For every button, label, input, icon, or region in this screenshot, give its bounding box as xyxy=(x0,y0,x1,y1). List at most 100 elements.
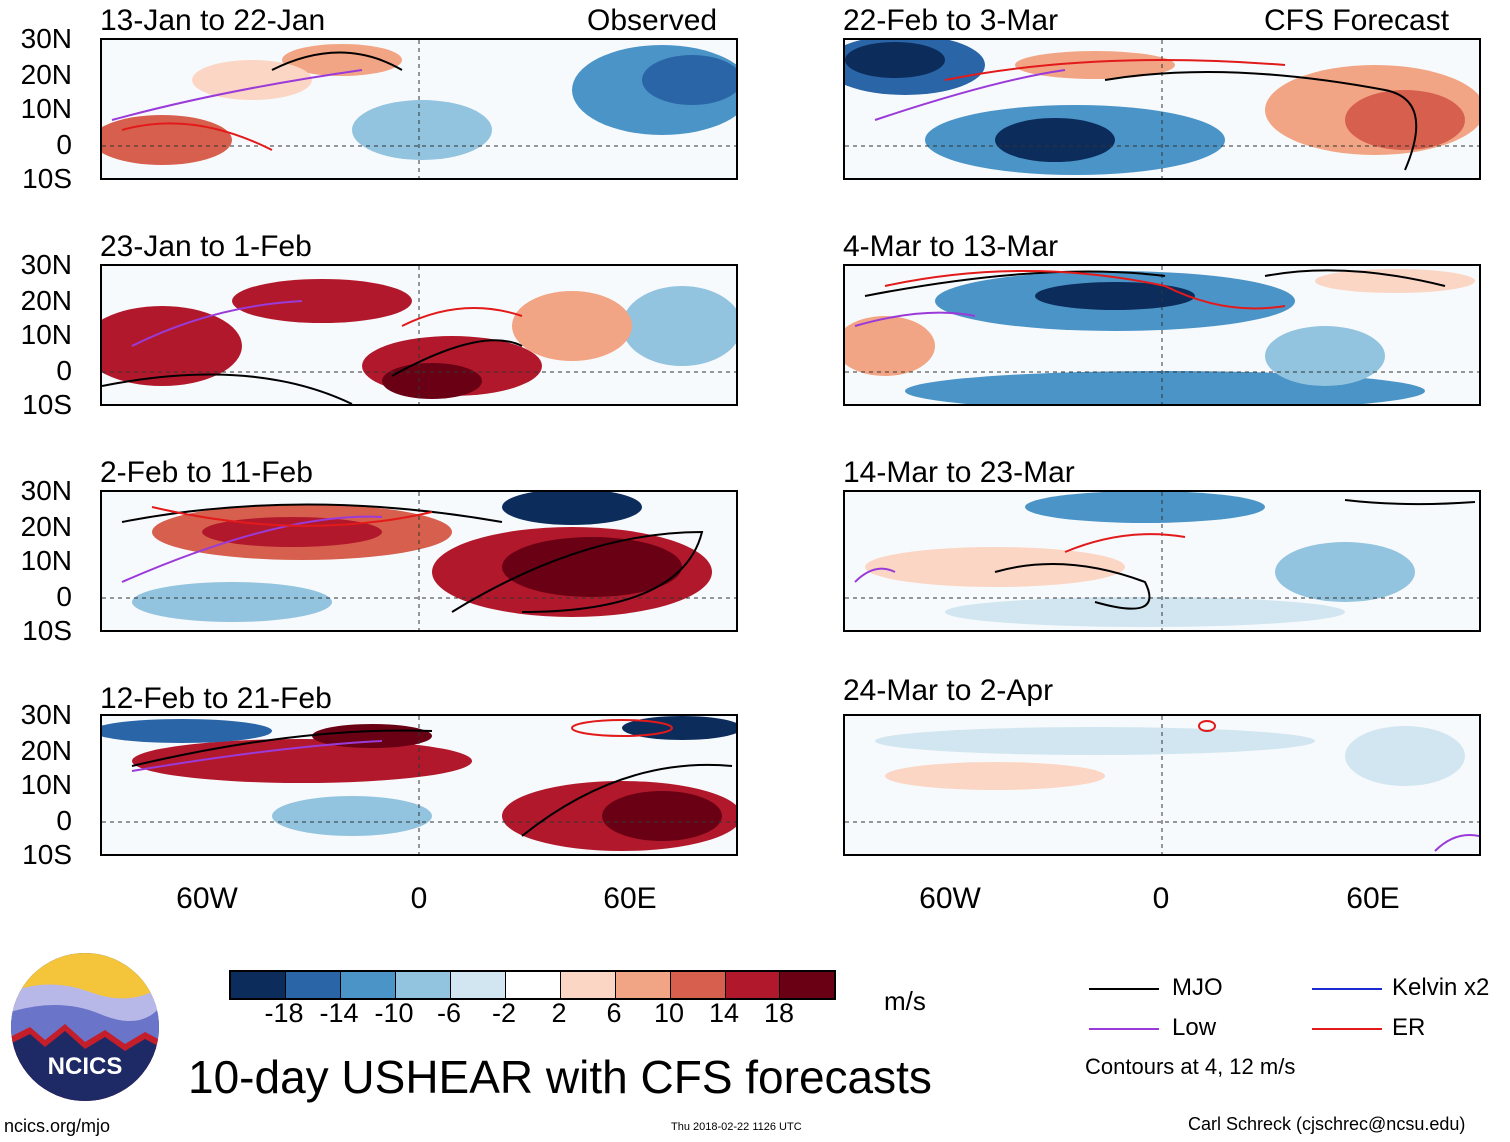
shear-blob xyxy=(232,279,412,323)
map-panel-3 xyxy=(100,490,738,632)
legend-low-line xyxy=(1089,1028,1159,1030)
legend-mjo-label: MJO xyxy=(1172,974,1223,1001)
lon-label: 60W xyxy=(176,882,238,915)
low-contour xyxy=(874,69,1066,121)
map-panel-4 xyxy=(100,714,738,856)
legend-mjo-line xyxy=(1089,988,1159,990)
shear-blob xyxy=(282,44,402,76)
lat-label: 0 xyxy=(56,129,72,160)
shear-blob xyxy=(272,796,432,836)
shear-blob xyxy=(1275,542,1415,602)
colorbar-tick: -18 xyxy=(264,998,304,1028)
low-contour xyxy=(131,300,303,347)
map-panel-8 xyxy=(843,714,1481,856)
map-panel-6 xyxy=(843,264,1481,406)
legend-kelvin-label: Kelvin x2 xyxy=(1392,974,1490,1001)
shear-blob xyxy=(602,791,722,841)
shear-blob xyxy=(845,42,945,78)
mjo-contour xyxy=(1264,269,1446,287)
colorbar-tick: 14 xyxy=(708,998,740,1028)
footer-timestamp: Thu 2018-02-22 1126 UTC xyxy=(671,1121,802,1133)
colorbar-swatch xyxy=(341,972,396,998)
colorbar-swatch xyxy=(726,972,780,998)
shear-blob xyxy=(875,727,1315,755)
lat-label: 10N xyxy=(20,319,72,350)
footer-author: Carl Schreck (cjschrec@ncsu.edu) xyxy=(1188,1114,1466,1134)
shear-blob xyxy=(845,316,935,376)
shear-blob xyxy=(382,363,482,399)
lon-label: 0 xyxy=(410,882,428,915)
lon-label: 0 xyxy=(1152,882,1170,915)
colorbar-tick: -6 xyxy=(436,998,461,1028)
colorbar-swatch xyxy=(231,972,286,998)
shear-blob xyxy=(132,739,472,783)
ncics-logo: NCICS xyxy=(10,952,160,1102)
panel-title: 14-Mar to 23-Mar xyxy=(843,456,1075,489)
lat-label: 10S xyxy=(22,163,72,194)
lat-label: 10N xyxy=(20,545,72,576)
shear-blob xyxy=(502,537,682,597)
mjo-contour xyxy=(1104,71,1418,171)
er-contour xyxy=(571,719,673,737)
colorbar-swatch xyxy=(780,972,834,998)
mjo-contour xyxy=(994,563,1151,610)
mjo-contour xyxy=(864,270,1166,297)
mjo-contour xyxy=(271,51,403,71)
er-contour xyxy=(121,122,273,151)
shear-blob xyxy=(1345,90,1465,150)
shear-blob xyxy=(512,291,632,361)
colorbar-swatch xyxy=(396,972,451,998)
lat-label: 10N xyxy=(20,769,72,800)
shear-blob xyxy=(1265,326,1385,386)
er-contour xyxy=(884,270,1286,310)
shear-blob xyxy=(132,582,332,622)
low-contour xyxy=(854,311,976,327)
lat-label: 0 xyxy=(56,805,72,836)
low-contour xyxy=(1434,834,1479,852)
shear-blob xyxy=(1025,492,1265,523)
colorbar-swatch xyxy=(561,972,616,998)
panel-tag-cfs: CFS Forecast xyxy=(1264,4,1450,37)
mjo-contour xyxy=(1344,499,1476,506)
contours-note: Contours at 4, 12 m/s xyxy=(1085,1054,1296,1079)
map-panel-7 xyxy=(843,490,1481,632)
colorbar-swatch xyxy=(616,972,671,998)
lon-label: 60E xyxy=(603,882,657,915)
map-panel-1 xyxy=(100,38,738,180)
footer-url[interactable]: ncics.org/mjo xyxy=(4,1116,111,1136)
er-contour xyxy=(1064,533,1186,553)
lon-label: 60W xyxy=(919,882,981,915)
colorbar-tick: 2 xyxy=(551,998,567,1028)
shear-blob xyxy=(1315,269,1475,293)
low-contour xyxy=(854,567,896,583)
lat-label: 10S xyxy=(22,615,72,646)
colorbar-swatch xyxy=(671,972,726,998)
lat-label: 20N xyxy=(20,285,72,316)
er-contour xyxy=(1198,720,1216,732)
main-title: 10-day USHEAR with CFS forecasts xyxy=(188,1051,932,1103)
low-contour xyxy=(121,515,383,583)
colorbar-tick: -10 xyxy=(374,998,414,1028)
shear-blob xyxy=(995,118,1115,162)
panel-title: 22-Feb to 3-Mar xyxy=(843,4,1059,37)
colorbar-swatch xyxy=(286,972,341,998)
lat-label: 20N xyxy=(20,59,72,90)
er-contour xyxy=(151,506,433,527)
shear-blob xyxy=(885,762,1105,790)
lat-label: 10S xyxy=(22,389,72,420)
shear-blob xyxy=(102,306,242,386)
panel-title: 12-Feb to 21-Feb xyxy=(100,682,332,715)
lat-label: 20N xyxy=(20,511,72,542)
lat-label: 0 xyxy=(56,581,72,612)
mjo-contour xyxy=(121,503,503,523)
shear-blob xyxy=(502,492,642,525)
panel-title: 13-Jan to 22-Jan xyxy=(100,4,326,37)
shear-blob xyxy=(945,597,1345,627)
mjo-contour xyxy=(451,530,704,613)
map-panel-2 xyxy=(100,264,738,406)
colorbar-tick: 6 xyxy=(606,998,622,1028)
panel-title: 2-Feb to 11-Feb xyxy=(100,456,313,489)
shear-blob xyxy=(102,719,272,743)
panel-title: 24-Mar to 2-Apr xyxy=(843,674,1054,707)
low-contour xyxy=(111,69,363,121)
